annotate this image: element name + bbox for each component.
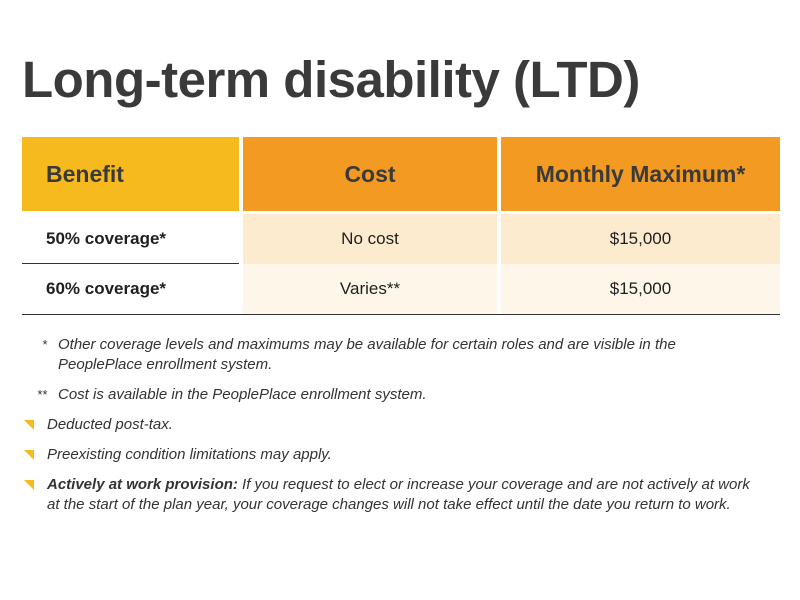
note-bold-label: Actively at work provision: bbox=[47, 476, 238, 493]
bullet-note: Deducted post-tax. bbox=[22, 415, 762, 435]
note-text: Actively at work provision: If you reque… bbox=[47, 475, 762, 515]
header-monthly-maximum: Monthly Maximum* bbox=[501, 137, 780, 211]
ltd-table: Benefit Cost Monthly Maximum* 50% covera… bbox=[22, 137, 780, 315]
bullet-note: Actively at work provision: If you reque… bbox=[22, 475, 762, 515]
footnote-text: Cost is available in the PeoplePlace enr… bbox=[58, 386, 427, 403]
triangle-bullet-icon bbox=[24, 420, 34, 430]
cell-benefit: 50% coverage* bbox=[22, 214, 239, 264]
footnote: ** Cost is available in the PeoplePlace … bbox=[22, 385, 762, 405]
asterisk-marker: * bbox=[41, 337, 47, 352]
header-cost: Cost bbox=[243, 137, 497, 211]
cell-cost: No cost bbox=[243, 214, 497, 264]
table-row: 60% coverage* Varies** $15,000 bbox=[22, 264, 780, 315]
footnote-text: Other coverage levels and maximums may b… bbox=[58, 336, 676, 373]
table-row: 50% coverage* No cost $15,000 bbox=[22, 214, 780, 264]
page-title: Long-term disability (LTD) bbox=[22, 51, 640, 108]
cell-monthly-maximum: $15,000 bbox=[501, 264, 780, 314]
asterisk-marker: ** bbox=[36, 387, 47, 402]
cell-cost: Varies** bbox=[243, 264, 497, 314]
cell-benefit: 60% coverage* bbox=[46, 279, 167, 298]
note-text: Preexisting condition limitations may ap… bbox=[47, 446, 332, 463]
footnote: * Other coverage levels and maximums may… bbox=[22, 335, 762, 375]
footnotes: * Other coverage levels and maximums may… bbox=[22, 335, 762, 525]
triangle-bullet-icon bbox=[24, 480, 34, 490]
triangle-bullet-icon bbox=[24, 450, 34, 460]
bullet-note: Preexisting condition limitations may ap… bbox=[22, 445, 762, 465]
note-text: Deducted post-tax. bbox=[47, 416, 173, 433]
header-benefit: Benefit bbox=[22, 137, 239, 211]
cell-monthly-maximum: $15,000 bbox=[501, 214, 780, 264]
table-header-row: Benefit Cost Monthly Maximum* bbox=[22, 137, 780, 211]
note-body: If you request to elect or increase your… bbox=[47, 476, 750, 513]
